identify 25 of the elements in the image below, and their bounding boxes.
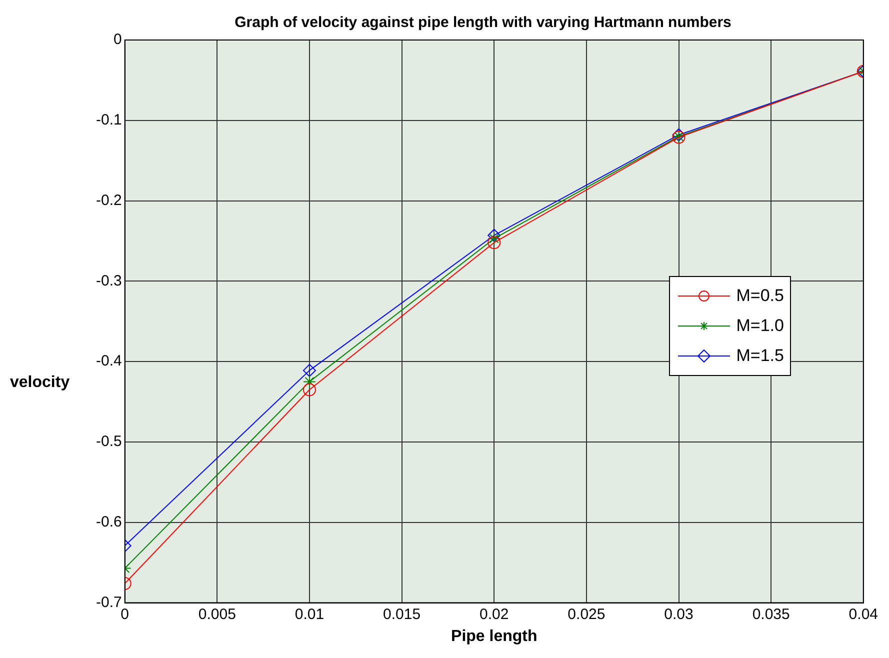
x-tick-label: 0.03 [664,606,694,623]
y-tick-label: 0 [114,31,122,48]
y-tick-label: -0.2 [96,192,122,209]
x-tick-label: 0.025 [568,606,606,623]
chart-title: Graph of velocity against pipe length with varying Hartmann numbers [234,14,732,32]
y-tick-label: -0.5 [96,433,122,450]
y-tick-label: -0.7 [96,594,122,611]
point [488,236,501,250]
x-tick-label: 0.02 [480,606,509,623]
x-tick-label: 0.01 [294,606,324,623]
x-tick-label: 0.035 [752,606,790,623]
y-tick-label: -0.6 [96,514,122,531]
x-tick-label: 0.015 [383,606,421,623]
legend-label: M=1.5 [736,346,784,366]
y-tick-label: -0.3 [96,272,122,290]
y-axis-title: velocity [10,374,70,392]
x-tick-label: 0.005 [198,606,236,623]
point [488,228,501,242]
legend-label: M=1.0 [736,316,784,336]
y-tick-label: -0.4 [96,352,122,370]
x-axis-title: Pipe length [451,628,538,645]
y-tick-label: -0.1 [96,112,122,129]
legend-label: M=0.5 [736,286,784,306]
point [488,232,501,246]
x-tick-label: 0.04 [848,606,878,623]
